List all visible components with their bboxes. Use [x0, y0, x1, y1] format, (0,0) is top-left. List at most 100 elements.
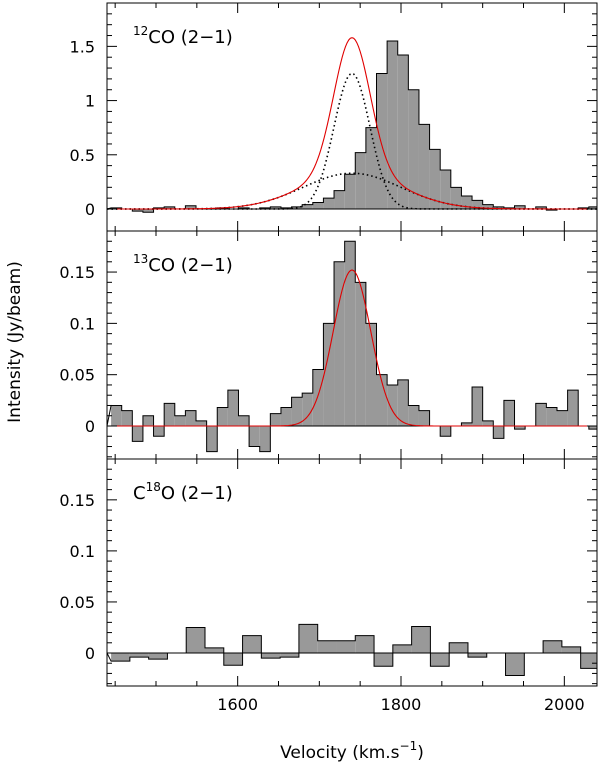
panel-1-bar — [323, 198, 335, 209]
panel-2-bar — [206, 426, 218, 452]
panel-2-bar — [365, 323, 377, 426]
panel-1-bar — [365, 127, 377, 209]
panel-2-bar — [387, 384, 398, 426]
panel-1-bar — [334, 190, 345, 209]
panel-1-bar — [397, 55, 409, 209]
panel-2-bar — [440, 426, 451, 437]
panel-2-bar — [408, 405, 419, 426]
panel-2-bar — [418, 410, 430, 426]
panel-1-ytick-label: 1.5 — [70, 37, 95, 56]
panel-1: 0 0.5 1 1.5 12CO (2−1) — [70, 2, 598, 232]
y-axis-title: Intensity (Jy/beam) — [5, 261, 25, 423]
panel-3-bar — [355, 635, 375, 653]
panel-3-bar — [561, 646, 581, 653]
panel-3-bar — [580, 653, 597, 669]
x-axis-title: Velocity (km.s−1) — [280, 739, 424, 763]
panel-2-bar — [227, 390, 239, 426]
panel-2-bar — [556, 410, 568, 426]
panel-2-bar — [588, 426, 597, 430]
panel-3-bar — [280, 653, 299, 658]
panel-1-bar — [493, 206, 504, 209]
panel-3-label: C18O (2−1) — [133, 480, 233, 504]
panel-1-bar — [514, 205, 526, 209]
panel-3-ytick-label: 0 — [85, 644, 95, 663]
panel-1-bar — [387, 40, 398, 209]
panel-2-bar — [482, 420, 494, 426]
panel-2-bar — [196, 420, 207, 426]
panel-2-bar — [323, 323, 335, 426]
panel-1-bar — [418, 124, 430, 209]
panel-2-bar — [355, 282, 366, 426]
panel-1-histogram-step — [107, 40, 597, 213]
panel-2-bar — [461, 422, 473, 426]
panel-2-bar — [280, 407, 292, 426]
panel-3-bar — [111, 653, 130, 662]
panel-2-bar — [238, 415, 250, 426]
x-tick-label: 1600 — [217, 695, 258, 714]
panel-1-bar — [280, 207, 292, 209]
panel-1-bar — [270, 206, 281, 209]
panel-1-bar — [376, 73, 388, 209]
panel-1-bar — [312, 202, 324, 209]
panel-2-bar — [217, 407, 228, 426]
panel-3-ytick-label: 0.1 — [70, 542, 95, 561]
panel-2-bar — [291, 397, 303, 426]
panel-2-histogram-step — [107, 240, 597, 453]
panel-1-bar — [472, 200, 483, 209]
panel-1-bar — [132, 209, 143, 212]
panel-2-ytick-label: 0.15 — [59, 263, 95, 282]
panel-1-label: 12CO (2−1) — [133, 24, 233, 48]
panel-3-bar — [543, 640, 562, 653]
panel-2-ytick-label: 0.05 — [59, 366, 95, 385]
panel-1-bar — [142, 209, 154, 213]
panel-2-bar — [503, 400, 515, 426]
panel-1-bar — [450, 187, 462, 209]
panel-2-bar — [546, 407, 557, 426]
x-tick-label: 1800 — [381, 695, 422, 714]
panel-3-bar — [505, 653, 525, 676]
panel-3-bar — [392, 644, 412, 653]
panel-2: 0 0.05 0.1 0.15 13CO (2−1) — [59, 230, 598, 460]
panel-2-bar — [270, 413, 281, 426]
panel-2-bar — [567, 390, 579, 426]
panel-1-bar — [429, 149, 441, 209]
panel-3-ytick-label: 0.05 — [59, 593, 95, 612]
panel-1-bar — [185, 205, 197, 209]
panel-2-bar — [397, 379, 409, 426]
panel-2-bar — [344, 241, 356, 426]
panel-1-bar — [355, 152, 366, 209]
panel-1-bar — [482, 204, 494, 209]
panel-1-ytick-label: 0 — [85, 200, 95, 219]
panel-2-bar — [259, 426, 271, 452]
panel-1-ytick-label: 1 — [85, 92, 95, 111]
panel-2-bar — [174, 415, 186, 426]
panel-3-bar — [430, 653, 450, 667]
panel-2-bar — [185, 410, 197, 426]
panel-2-bar — [334, 261, 345, 426]
panel-2-ytick-label: 0 — [85, 417, 95, 436]
panel-2-bar — [302, 393, 313, 426]
x-tick-label: 2000 — [544, 695, 585, 714]
panel-3-bar — [205, 647, 224, 653]
panel-3-bar — [186, 627, 205, 653]
panel-3-bar — [317, 640, 337, 653]
panel-3-bar — [261, 653, 281, 659]
panel-1-bar — [461, 195, 473, 209]
panel-1-bar — [344, 174, 356, 209]
panel-3-bar — [242, 635, 262, 653]
panel-3-bar — [148, 653, 168, 660]
panel-1-ytick-label: 0.5 — [70, 146, 95, 165]
panel-2-ytick-label: 0.1 — [70, 314, 95, 333]
panel-3-ytick-label: 0.15 — [59, 491, 95, 510]
panel-2-bar — [472, 387, 483, 426]
panel-2-label: 13CO (2−1) — [133, 252, 233, 276]
panel-3-bar — [467, 653, 487, 658]
panel-2-bar — [493, 426, 504, 439]
panel-1-bar — [164, 206, 175, 209]
panel-2-bar — [153, 426, 165, 437]
panel-3-bar — [223, 653, 243, 666]
panel-3-bar — [411, 626, 431, 653]
panel-2-bar — [132, 426, 143, 442]
panel-1-bar — [302, 204, 313, 209]
panel-2-bar — [111, 405, 122, 426]
